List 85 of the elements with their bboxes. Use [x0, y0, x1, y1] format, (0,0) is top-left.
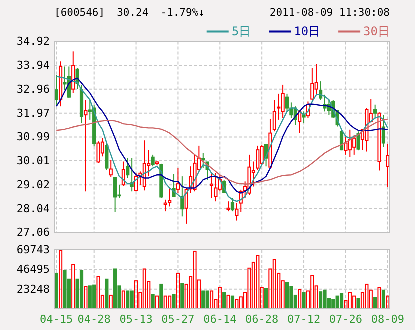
bar: [142, 268, 146, 310]
x-tick-label: 06-28: [246, 313, 279, 326]
bar: [180, 283, 184, 310]
bar: [340, 293, 344, 310]
x-tick-label: 06-14: [204, 313, 238, 326]
y-tick-label: 28.04: [16, 202, 50, 216]
y-tick-label: 23248: [16, 282, 50, 296]
bar: [155, 296, 160, 310]
bar: [272, 259, 276, 310]
x-tick-label: 05-27: [162, 313, 195, 326]
y-tick-label: 29.02: [16, 178, 50, 192]
x-tick-label: 05-13: [120, 313, 153, 326]
legend-label: 5日: [232, 24, 252, 39]
y-tick-label: 69743: [16, 244, 50, 256]
x-tick-label: 04-15: [40, 313, 74, 326]
y-tick-label: 33.94: [16, 59, 50, 72]
y-tick-label: 27.06: [16, 226, 50, 240]
text: 2011-08-09 11:30:08: [270, 7, 390, 19]
bar: [310, 276, 314, 310]
x-tick-label: 07-26: [329, 313, 363, 326]
text: -1.79%↓: [160, 7, 205, 19]
bar: [122, 290, 126, 310]
bar: [105, 278, 109, 310]
bar: [172, 294, 176, 310]
bar: [352, 296, 356, 310]
bar: [222, 292, 226, 310]
bar: [239, 296, 243, 310]
y-tick-label: 34.92: [16, 35, 50, 48]
bar: [58, 250, 63, 310]
bar: [323, 290, 327, 310]
text: 30.24: [117, 7, 149, 19]
x-tick-label: 04-28: [78, 313, 111, 326]
y-tick-label: 30.01: [16, 154, 50, 168]
bar: [298, 289, 302, 310]
bar: [130, 290, 134, 310]
y-tick-label: 46495: [16, 263, 50, 276]
bar: [290, 286, 294, 310]
bar: [109, 294, 113, 310]
bar: [374, 298, 378, 310]
bar: [63, 270, 67, 310]
bar: [80, 270, 84, 310]
bar: [386, 296, 390, 310]
legend-label: 10日: [294, 24, 321, 39]
bar: [264, 288, 268, 310]
bar: [164, 296, 168, 310]
bar: [230, 296, 235, 310]
bar: [226, 294, 230, 310]
bar: [218, 287, 222, 310]
bar: [378, 287, 382, 310]
bar: [256, 255, 260, 310]
line-series: [56, 119, 388, 185]
bar: [114, 268, 118, 310]
bar: [202, 290, 206, 310]
bar: [206, 290, 210, 310]
bar: [302, 292, 306, 310]
bar: [54, 272, 58, 310]
x-tick-label: 07-12: [287, 313, 321, 326]
bar: [356, 298, 360, 310]
text: [600546]: [54, 7, 106, 19]
bar: [365, 284, 369, 310]
bar: [168, 296, 172, 310]
bar: [92, 284, 96, 310]
bar: [382, 290, 386, 310]
bar: [235, 299, 239, 310]
bar: [134, 280, 138, 310]
bar: [96, 276, 100, 310]
y-tick-label: 30.99: [16, 130, 50, 144]
bar: [193, 250, 197, 310]
bar: [72, 264, 76, 310]
y-tick-label: 32.96: [16, 82, 50, 96]
bar: [88, 286, 92, 310]
bar: [348, 292, 352, 310]
bar: [126, 290, 130, 310]
bar: [285, 282, 290, 310]
bar: [176, 272, 180, 310]
bar: [210, 290, 214, 310]
bar: [336, 296, 340, 310]
bar: [151, 294, 155, 310]
bar: [319, 292, 323, 310]
bar: [160, 284, 164, 310]
x-tick-label: 08-09: [371, 313, 404, 326]
bar: [332, 299, 336, 310]
bar: [84, 286, 88, 310]
y-tick-label: 31.97: [16, 106, 50, 120]
legend-label: 30日: [364, 24, 390, 39]
